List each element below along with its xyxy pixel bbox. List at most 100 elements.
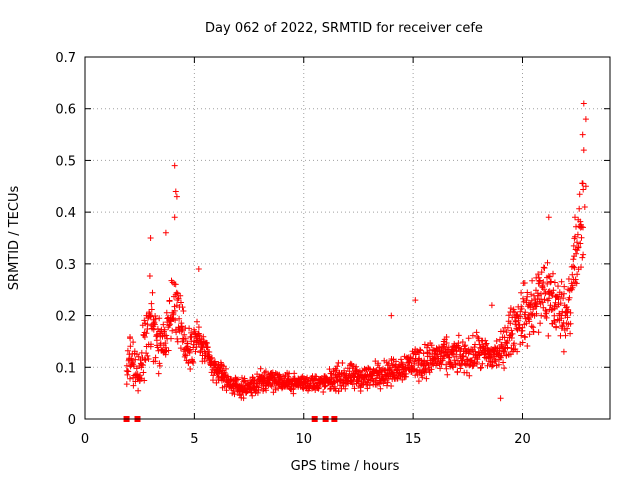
data-point [155,370,162,377]
data-point [483,340,490,347]
x-tick-label: 0 [81,432,89,447]
data-point [457,365,464,372]
data-point [576,205,583,212]
data-point [540,264,547,271]
data-point [363,381,370,388]
data-point [428,342,435,349]
data-point [240,395,247,402]
data-point [465,335,472,342]
outlier-point [171,214,178,221]
data-point [471,344,478,351]
data-point [130,339,137,346]
data-point [564,314,571,321]
data-point [508,335,515,341]
data-point [182,335,189,342]
data-point [477,365,484,372]
data-point [498,341,505,348]
data-point [479,360,486,367]
data-point [577,218,584,225]
data-point [460,353,467,360]
data-point [538,312,545,319]
data-point [454,368,461,375]
data-point [399,376,406,383]
data-point [205,351,212,358]
data-point [162,344,169,351]
data-point [351,385,358,392]
data-point [355,369,362,376]
chart-title: Day 062 of 2022, SRMTID for receiver cef… [205,21,483,36]
x-tick-label: 15 [405,432,422,447]
data-point [529,277,536,284]
data-point [281,375,288,382]
data-point [482,337,489,344]
data-point [449,363,456,370]
data-point [291,370,298,377]
data-point [543,308,550,315]
data-point [177,345,184,352]
data-point [417,346,423,353]
data-point [577,240,584,247]
data-point [376,364,383,371]
data-point [148,341,154,348]
data-point [204,344,211,351]
data-point [376,367,383,374]
data-point [574,271,581,278]
data-point [455,332,462,339]
data-point [503,329,510,336]
outlier-point [173,193,180,200]
data-point [255,386,262,393]
data-point [162,340,169,347]
data-point [476,341,483,348]
data-point [190,359,197,366]
data-point [508,327,515,334]
data-point [135,387,142,394]
data-point [558,291,565,298]
data-point [365,365,372,372]
data-point [550,270,556,277]
data-point [519,324,526,331]
data-point [558,315,565,322]
data-point [541,265,548,271]
data-point [423,375,430,382]
data-point [339,360,346,366]
data-point [322,382,329,389]
data-point [518,305,525,312]
data-point [567,320,574,327]
data-point [561,290,567,297]
data-point [384,371,390,378]
data-point [538,291,544,297]
data-point [165,347,172,354]
data-point [148,306,155,313]
y-axis-label: SRMTID / TECUs [7,186,22,291]
data-point [546,295,553,302]
data-point [574,231,581,238]
data-point [419,374,426,381]
data-point [522,309,529,316]
outlier-point [582,116,589,123]
data-point [192,348,199,355]
data-point [550,287,557,294]
data-point [178,323,185,330]
data-point [149,289,156,296]
data-point [254,389,261,396]
data-point [453,353,460,360]
data-point [141,377,148,384]
data-point [504,324,511,331]
outlier-point [388,312,395,319]
data-point [264,380,271,387]
data-point [154,325,161,332]
data-point [249,392,256,399]
data-point [161,326,168,333]
outlier-point [582,183,589,190]
data-point [565,306,572,313]
data-point [563,304,570,310]
data-point [286,370,293,377]
data-point [526,331,533,338]
data-point [537,320,544,327]
data-point [570,242,577,249]
data-point [580,186,587,193]
data-point [171,307,178,314]
data-point [168,335,174,342]
data-point [400,361,406,368]
data-point [524,289,531,296]
